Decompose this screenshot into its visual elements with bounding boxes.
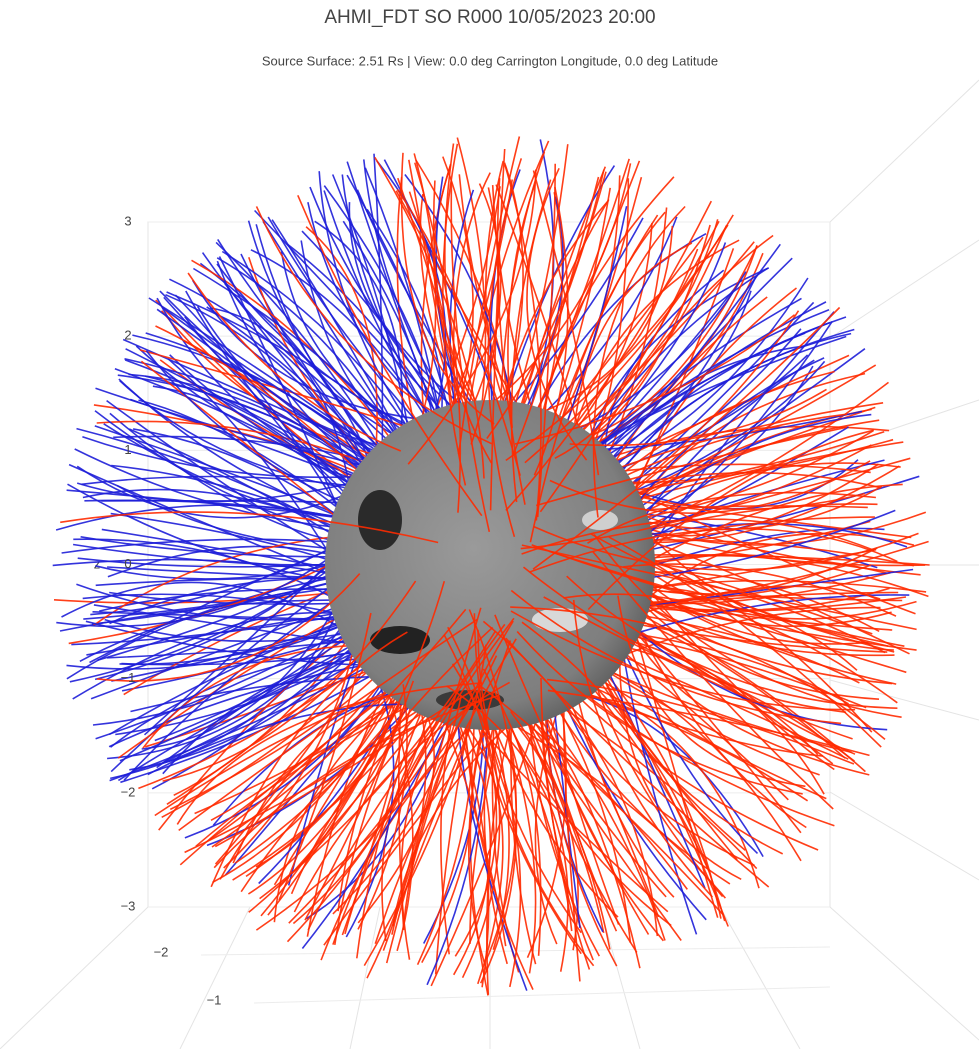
axis-label: z — [94, 556, 101, 571]
z-tick-label: −3 — [121, 898, 136, 913]
chart-subtitle: Source Surface: 2.51 Rs | View: 0.0 deg … — [262, 53, 718, 68]
z-tick-label: 1 — [124, 442, 131, 457]
grid-line — [254, 987, 830, 1003]
z-tick-label: 2 — [124, 328, 131, 343]
field-line — [142, 568, 356, 749]
z-tick-label: 0 — [124, 556, 131, 571]
chart-title: AHMI_FDT SO R000 10/05/2023 20:00 — [324, 7, 655, 28]
z-tick-label: −2 — [121, 784, 136, 799]
x-tick-label: −1 — [207, 992, 222, 1007]
x-tick-label: −2 — [154, 944, 169, 959]
z-tick-label: −1 — [121, 670, 136, 685]
z-tick-label: 3 — [124, 213, 131, 228]
chart: AHMI_FDT SO R000 10/05/2023 20:00 Source… — [0, 0, 979, 1049]
